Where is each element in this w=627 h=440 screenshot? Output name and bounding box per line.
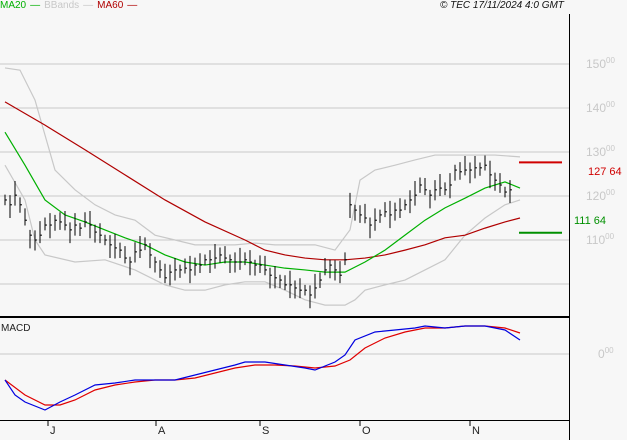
y-tick-label: 15000 (586, 56, 615, 72)
x-tick-label: N (472, 425, 480, 437)
macd-label: MACD (1, 323, 31, 334)
legend-bbands: BBands (44, 0, 80, 11)
ma20-line (4, 131, 521, 273)
legend-ma20-swatch: — (30, 0, 41, 11)
bb-upper-line (4, 67, 521, 251)
resistance-label: 127 64 (588, 166, 622, 178)
x-tick-label: S (262, 425, 270, 437)
legend-ma20: MA20 (0, 0, 27, 11)
macd-zero-label: 000 (598, 346, 614, 362)
x-tick-label: A (158, 425, 166, 437)
x-tick-label: O (362, 425, 371, 437)
legend-bbands-swatch: — (83, 0, 94, 11)
legend: MA20 — BBands — MA60 — (0, 0, 137, 12)
legend-ma60-swatch: — (127, 0, 138, 11)
x-tick-label: J (50, 425, 56, 437)
support-label: 111 64 (574, 215, 607, 227)
y-tick-label: 13000 (586, 144, 615, 160)
macd-line (4, 325, 521, 411)
legend-ma60: MA60 (97, 0, 124, 11)
y-tick-label: 11000 (586, 232, 615, 248)
y-tick-label: 12000 (586, 188, 615, 204)
y-tick-label: 14000 (586, 100, 615, 116)
macd-signal-line (4, 325, 521, 406)
copyright: © TEC 17/11/2024 4:0 GMT (440, 0, 564, 11)
ma60-line (4, 101, 521, 261)
